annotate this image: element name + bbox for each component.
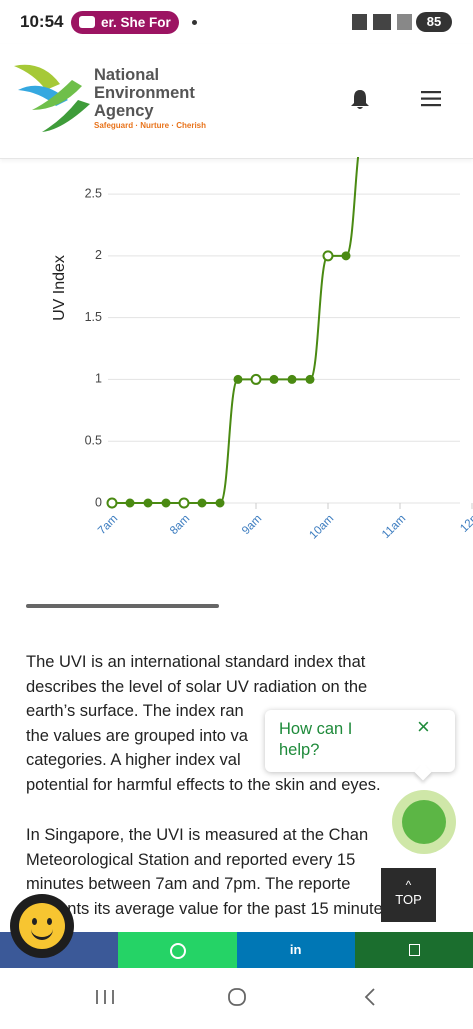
y-tick-label: 1.5 (85, 310, 102, 324)
notification-text: er. She For (101, 15, 171, 30)
menu-icon[interactable] (421, 90, 443, 108)
y-tick-label: 1 (95, 372, 102, 386)
chat-line: How can I (279, 720, 353, 738)
x-tick-label: 11am (380, 513, 408, 541)
accessibility-button[interactable] (10, 894, 74, 958)
notification-pill[interactable]: er. She For (71, 11, 179, 34)
chat-text: How can I help? (279, 719, 352, 761)
whatsapp-icon (170, 943, 187, 959)
text-line: the values are grouped into va (26, 726, 248, 745)
chat-popup[interactable]: How can I help? × (265, 710, 455, 781)
point (287, 374, 297, 384)
caret: ^ (405, 878, 412, 892)
text-line: The UVI is an international standard ind… (26, 653, 366, 671)
copy-share[interactable] (354, 932, 473, 968)
y-axis-title: UV Index (51, 255, 68, 321)
y-tick-label: 2.5 (85, 186, 102, 200)
paragraph: In Singapore, the UVI is measured at the… (26, 823, 396, 921)
top-label: TOP (395, 892, 422, 907)
point (197, 498, 207, 508)
text-line: describes the level of solar UV radiatio… (26, 677, 368, 696)
logo-line: National (94, 66, 160, 84)
smiley (19, 903, 65, 949)
x-tick-label: 7am (96, 513, 120, 537)
x-tick-label: 9am (240, 513, 264, 537)
text-line: categories. A higher index val (26, 751, 241, 769)
status-bar: 10:54 er. She For 85 (0, 0, 473, 44)
whatsapp-share[interactable] (118, 932, 237, 968)
text-line: potential for harmful effects to the ski… (26, 775, 381, 794)
status-icons (352, 14, 412, 30)
line (112, 157, 360, 504)
linkedin-share[interactable]: in (236, 932, 355, 968)
logo-text: National Environment Agency (94, 66, 195, 120)
popup-tail (414, 763, 432, 781)
point (125, 498, 135, 508)
y-tick-label: 0 (95, 495, 102, 509)
nav-bar (0, 968, 473, 1024)
y-tick-label: 2 (95, 248, 102, 262)
point (341, 251, 351, 261)
top-button[interactable]: ^ TOP (381, 868, 436, 922)
x-tick-label: 12p (458, 513, 473, 535)
point (106, 497, 118, 509)
tagline: Safeguard · Nurture · Cherish (94, 121, 207, 130)
logo-line: Agency (94, 102, 154, 120)
bell-icon[interactable] (349, 88, 371, 110)
text-line: In Singapore, the UVI is measured at the… (26, 826, 369, 844)
copy-icon (408, 944, 420, 956)
uv-chart: UV Index 0 0.5 1 1.5 2 2.5 7am 8am 9am 10am 11am 12… (51, 157, 473, 542)
youtube-icon (79, 16, 95, 28)
point (250, 373, 262, 385)
point (161, 498, 171, 508)
point (143, 498, 153, 508)
time: 10:54 (20, 12, 64, 31)
chat-avatar[interactable] (392, 790, 456, 854)
frog (402, 800, 446, 844)
plot (106, 157, 360, 509)
point (178, 497, 190, 509)
header: National Environment Agency Safeguard · … (0, 44, 473, 159)
scrollbar (26, 604, 219, 608)
point (305, 374, 315, 384)
close-button[interactable]: × (417, 714, 430, 739)
chat-line: help? (279, 741, 320, 759)
logo-line: Environment (94, 84, 195, 102)
paragraph: The UVI is an international standard ind… (26, 650, 381, 797)
point (215, 498, 225, 508)
text-line: minutes between 7am and 7pm. The reporte (26, 875, 351, 893)
y-tick-label: 0.5 (85, 434, 102, 448)
x-tick-label: 8am (168, 513, 192, 537)
point (233, 374, 243, 384)
nav-icons (96, 988, 375, 1006)
text-line: presents its average value for the past … (26, 899, 396, 918)
text-line: Meteorological Station and reported ever… (26, 850, 356, 869)
logo-mark[interactable] (12, 60, 92, 136)
text-line: earth’s surface. The index ran (26, 702, 244, 720)
point (269, 374, 279, 384)
dot (192, 20, 197, 25)
point (322, 250, 334, 262)
battery: 85 (416, 12, 452, 32)
x-tick-label: 10am (307, 513, 336, 542)
